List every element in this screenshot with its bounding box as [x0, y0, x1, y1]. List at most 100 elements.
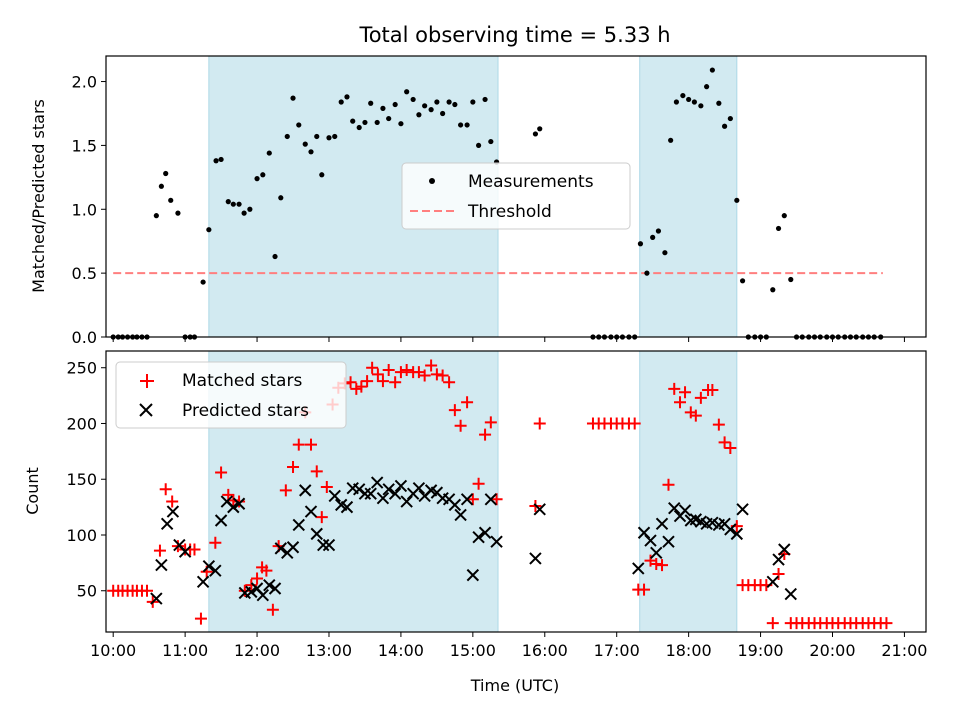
predicted-star-point: [256, 588, 270, 602]
predicted-star-point: [245, 585, 258, 599]
predicted-star-point: [274, 542, 287, 555]
matched-star-point: [628, 417, 641, 430]
measurement-point: [362, 119, 368, 126]
predicted-star-point: [322, 538, 336, 552]
matched-star-point: [266, 603, 279, 616]
matched-star-point: [376, 375, 389, 388]
legend-measurements-label: Measurements: [468, 172, 594, 192]
matched-star-point: [166, 495, 179, 508]
measurement-point: [247, 206, 253, 212]
matched-star-point: [153, 544, 166, 557]
top-panel: 0.00.51.01.52.0 Matched/Predicted stars …: [29, 55, 927, 347]
matched-star-point: [679, 386, 692, 399]
measurement-point: [380, 105, 386, 111]
bot-ytick-label: 200: [66, 414, 97, 433]
xtick-label: 10:00: [90, 641, 136, 660]
matched-star-point: [668, 382, 681, 395]
matched-star-point: [718, 436, 731, 449]
predicted-star-point: [466, 568, 480, 582]
measurement-point: [200, 279, 206, 285]
measurement-point: [686, 96, 692, 103]
matched-star-point: [141, 584, 153, 597]
matched-star-point: [443, 376, 456, 389]
xtick-label: 14:00: [378, 641, 424, 660]
predicted-star-point: [388, 487, 402, 500]
matched-star-point: [772, 568, 785, 581]
measurement-point: [314, 133, 320, 140]
measurement-point: [153, 213, 159, 219]
measurement-point: [260, 172, 266, 178]
bottom-legend: Matched stars Predicted stars: [115, 361, 347, 429]
measurement-point: [332, 133, 338, 140]
measurement-point: [319, 172, 325, 178]
measurement-point: [416, 112, 422, 118]
predicted-star-point: [662, 535, 675, 548]
measurement-point: [650, 234, 656, 240]
matched-star-point: [461, 396, 474, 409]
predicted-star-point: [376, 491, 390, 505]
predicted-star-point: [448, 498, 462, 512]
measurement-point: [368, 100, 374, 106]
predicted-star-point: [358, 487, 372, 500]
top-y-axis-label: Matched/Predicted stars: [29, 99, 48, 293]
matched-star-point: [350, 382, 363, 395]
chart-title: Total observing time = 5.33 h: [358, 23, 670, 47]
matched-star-point: [355, 380, 368, 393]
xtick-label: 21:00: [881, 641, 927, 660]
measurement-point: [446, 99, 452, 105]
predicted-star-point: [178, 545, 192, 558]
predicted-star-point: [668, 502, 681, 515]
legend-predicted-marker: [139, 403, 153, 417]
measurement-point: [673, 99, 680, 105]
predicted-star-point: [292, 518, 305, 532]
predicted-star-point: [328, 489, 341, 503]
matched-star-point: [656, 559, 669, 572]
x-axis-label: Time (UTC): [470, 676, 559, 695]
legend-predicted-label: Predicted stars: [182, 401, 309, 421]
measurement-point: [470, 99, 476, 105]
matched-star-point: [479, 428, 492, 441]
measurement-point: [721, 123, 728, 129]
measurement-point: [296, 122, 302, 128]
matched-star-point: [436, 369, 449, 382]
measurement-point: [213, 158, 219, 164]
legend-threshold-label: Threshold: [467, 202, 552, 222]
bottom-legend-box: [115, 361, 347, 429]
matched-star-point: [880, 617, 893, 630]
predicted-star-point: [644, 534, 657, 547]
predicted-star-point: [412, 481, 426, 495]
predicted-star-point: [460, 493, 474, 506]
top-ytick-label: 1.5: [72, 136, 97, 155]
matched-star-point: [638, 583, 651, 596]
measurement-point: [704, 84, 710, 90]
top-ytick-label: 1.0: [72, 200, 97, 219]
xtick-label: 19:00: [738, 641, 784, 660]
top-ytick-label: 0.5: [72, 264, 97, 283]
measurement-point: [398, 121, 404, 127]
measurement-point: [266, 150, 272, 156]
matched-star-point: [279, 484, 292, 497]
matched-star-point: [650, 557, 663, 570]
measurement-point: [254, 176, 260, 182]
predicted-star-point: [382, 483, 395, 496]
predicted-star-point: [150, 592, 163, 605]
measurement-point: [241, 210, 247, 216]
matched-star-point: [371, 368, 384, 381]
measurement-point: [338, 99, 344, 105]
bottom-plot-frame: [105, 350, 927, 633]
top-legend: Measurements Threshold: [401, 162, 631, 230]
predicted-star-point: [724, 523, 737, 536]
predicted-star-point: [196, 575, 210, 589]
top-plot-frame: [105, 55, 927, 338]
xtick-label: 20:00: [809, 641, 855, 660]
matched-star-point: [425, 359, 438, 372]
measurement-point: [788, 276, 794, 283]
predicted-star-point: [655, 517, 669, 531]
predicted-star-point: [490, 535, 503, 548]
measurement-point: [482, 96, 488, 103]
predicted-star-point: [394, 479, 408, 493]
predicted-star-point: [310, 527, 323, 541]
measurement-point: [770, 287, 776, 293]
measurement-point: [422, 103, 428, 109]
matched-star-point: [394, 366, 407, 379]
